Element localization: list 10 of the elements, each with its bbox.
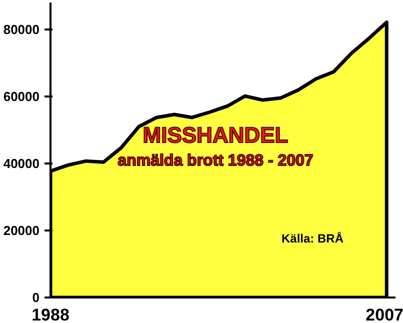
y-tick-label: 60000	[3, 88, 40, 104]
annotation: Källa: BRÅ	[281, 232, 344, 246]
y-tick-label: 20000	[3, 222, 40, 238]
text: MISSHANDEL	[142, 122, 288, 148]
x-tick-label: 2007	[366, 306, 403, 323]
x-tick-label: 1988	[32, 306, 70, 323]
text: anmälda brott 1988 - 2007	[118, 152, 314, 170]
y-tick-label: 40000	[3, 156, 40, 171]
y-tick-label: 80000	[3, 22, 40, 37]
y-tick-label: 0	[32, 290, 40, 305]
